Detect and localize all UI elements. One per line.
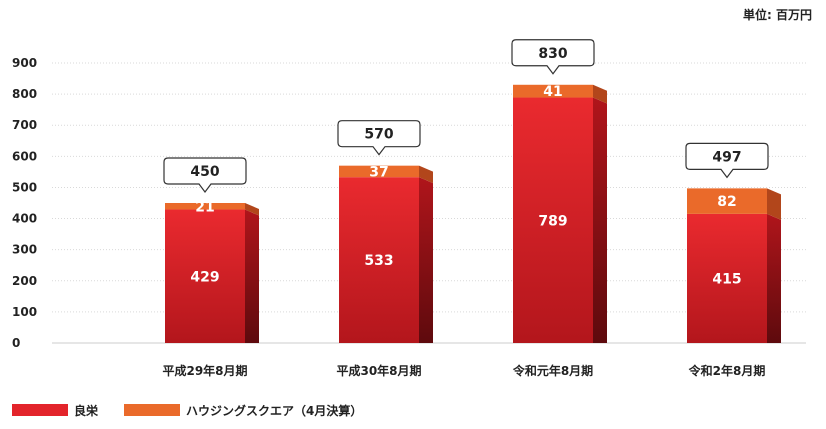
ytick-label-800: 800 <box>12 87 37 101</box>
ytick-label-100: 100 <box>12 305 37 319</box>
data-label-ryoei-2: 789 <box>538 213 567 229</box>
ytick-label-200: 200 <box>12 274 37 288</box>
data-label-ryoei-0: 429 <box>190 269 219 285</box>
bar-housing-side-3 <box>767 188 781 220</box>
stacked-bar-chart: 0 100 200 300 400 500 600 700 800 900 429 21 450 平成29… <box>12 39 806 378</box>
total-label-0: 450 <box>190 164 219 180</box>
data-label-ryoei-3: 415 <box>712 271 741 287</box>
data-label-housing-3: 82 <box>717 194 736 210</box>
data-label-housing-0: 21 <box>195 199 214 215</box>
bar-ryoei-3 <box>687 213 767 343</box>
total-label-2: 830 <box>538 46 567 62</box>
bar-housing-1 <box>339 165 419 178</box>
category-label-0: 平成29年8月期 <box>162 363 247 378</box>
data-label-housing-1: 37 <box>369 164 388 180</box>
bar-housing-side-1 <box>419 165 433 184</box>
bar-housing-0 <box>165 203 245 210</box>
bar-ryoei-2 <box>513 97 593 344</box>
total-callout-2 <box>511 39 595 75</box>
category-label-2: 令和元年8月期 <box>512 363 593 378</box>
total-callout-1 <box>337 120 421 156</box>
total-label-3: 497 <box>712 149 741 165</box>
legend: 良栄 ハウジングスクエア（4月決算） <box>12 401 388 419</box>
bar-ryoei-side-0 <box>245 209 259 343</box>
bar-ryoei-side-2 <box>593 97 607 344</box>
bar-ryoei-1 <box>339 177 419 343</box>
category-label-3: 令和2年8月期 <box>688 363 766 378</box>
ytick-label-900: 900 <box>12 56 37 70</box>
unit-label: 単位: 百万円 <box>743 8 812 22</box>
bar-housing-2 <box>513 84 593 98</box>
bar-ryoei-0 <box>165 209 245 343</box>
bar-housing-side-2 <box>593 84 607 104</box>
legend-swatch-ryoei <box>12 404 68 416</box>
ytick-label-600: 600 <box>12 149 37 163</box>
data-label-ryoei-1: 533 <box>364 253 393 269</box>
legend-swatch-housing <box>124 404 181 416</box>
ytick-label-400: 400 <box>12 212 37 226</box>
data-label-housing-2: 41 <box>543 84 562 100</box>
ytick-label-300: 300 <box>12 243 37 257</box>
total-callout-0 <box>163 157 247 193</box>
bar-ryoei-side-1 <box>419 177 433 343</box>
total-callout-3 <box>685 142 769 179</box>
bar-ryoei-side-3 <box>767 213 781 343</box>
ytick-label-500: 500 <box>12 180 37 194</box>
bar-housing-side-0 <box>245 203 259 216</box>
ytick-label-700: 700 <box>12 118 37 132</box>
ytick-label-0: 0 <box>12 336 20 350</box>
total-label-1: 570 <box>364 127 393 143</box>
legend-label-ryoei: 良栄 <box>74 403 99 418</box>
bar-housing-3 <box>687 188 767 214</box>
legend-item-housing: ハウジングスクエア（4月決算） <box>124 402 362 419</box>
legend-item-ryoei: 良栄 <box>12 402 98 419</box>
category-label-1: 平成30年8月期 <box>336 363 421 378</box>
legend-label-housing: ハウジングスクエア（4月決算） <box>186 403 363 418</box>
